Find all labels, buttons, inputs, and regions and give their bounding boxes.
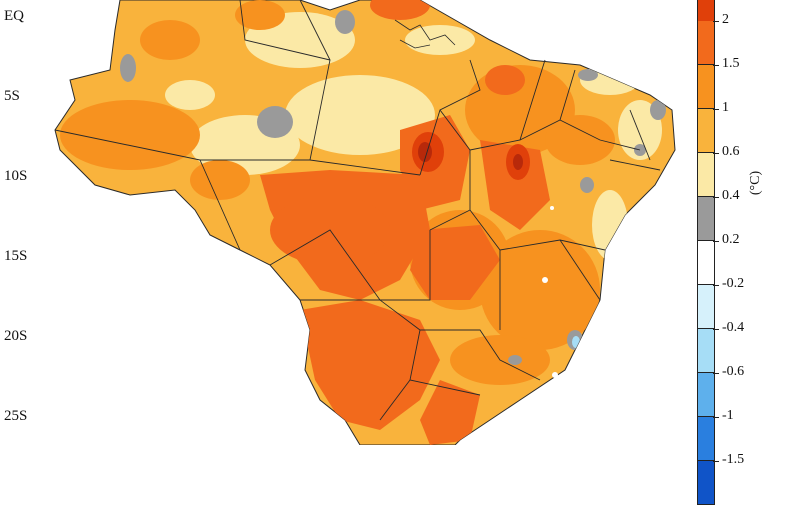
legend-color-cell xyxy=(697,461,715,505)
legend-color-cell xyxy=(697,285,715,329)
legend-tick-label: -0.4 xyxy=(722,320,745,335)
legend-tick-mark xyxy=(713,373,719,374)
legend-tick-label: -0.2 xyxy=(722,276,745,291)
legend-color-cell xyxy=(697,21,715,65)
legend-tick-mark xyxy=(713,417,719,418)
legend-tick-label: 0.2 xyxy=(722,232,740,247)
legend-tick-mark xyxy=(713,285,719,286)
legend-tick-mark xyxy=(713,461,719,462)
temperature-anomaly-map xyxy=(54,0,676,445)
legend-color-cell xyxy=(697,153,715,197)
legend-tick-label: 1.5 xyxy=(722,56,740,71)
legend-color-cell xyxy=(697,241,715,285)
legend-color-cell xyxy=(697,373,715,417)
lat-label-10s: 10S xyxy=(4,168,28,184)
legend-tick-mark xyxy=(713,197,719,198)
legend-tick-mark xyxy=(713,329,719,330)
color-legend xyxy=(697,0,719,505)
legend-tick-label: -1 xyxy=(722,408,734,423)
lat-label-20s: 20S xyxy=(4,328,28,344)
legend-color-cell xyxy=(697,417,715,461)
legend-color-cell xyxy=(697,197,715,241)
legend-color-cell xyxy=(697,0,715,22)
legend-color-cell xyxy=(697,329,715,373)
legend-tick-mark xyxy=(713,109,719,110)
lat-label-25s: 25S xyxy=(4,408,28,424)
legend-tick-label: 0.6 xyxy=(722,144,740,159)
legend-tick-mark xyxy=(713,241,719,242)
legend-tick-label: 2 xyxy=(722,12,729,27)
lat-label-15s: 15S xyxy=(4,248,28,264)
legend-color-cell xyxy=(697,109,715,153)
legend-tick-mark xyxy=(713,21,719,22)
legend-tick-label: -0.6 xyxy=(722,364,745,379)
legend-color-cell xyxy=(697,65,715,109)
legend-tick-label: -1.5 xyxy=(722,452,745,467)
legend-tick-label: 1 xyxy=(722,100,729,115)
lat-label-5s: 5S xyxy=(4,88,20,104)
legend-tick-label: 0.4 xyxy=(722,188,740,203)
legend-tick-mark xyxy=(713,153,719,154)
legend-unit-label: (°C) xyxy=(748,170,763,196)
legend-tick-mark xyxy=(713,65,719,66)
lat-label-eq: EQ xyxy=(4,8,24,24)
